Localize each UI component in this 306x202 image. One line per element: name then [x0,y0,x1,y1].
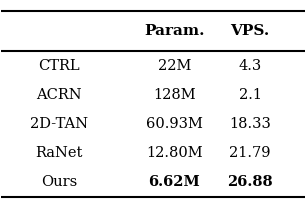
Text: 128M: 128M [153,88,196,102]
Text: 6.62M: 6.62M [148,175,200,189]
Text: Param.: Param. [144,24,204,38]
Text: 22M: 22M [158,59,191,73]
Text: Ours: Ours [41,175,77,189]
Text: 4.3: 4.3 [238,59,262,73]
Text: 12.80M: 12.80M [146,146,203,160]
Text: 18.33: 18.33 [229,117,271,131]
Text: 26.88: 26.88 [227,175,273,189]
Text: ACRN: ACRN [36,88,82,102]
Text: 2.1: 2.1 [239,88,262,102]
Text: RaNet: RaNet [35,146,83,160]
Text: 21.79: 21.79 [229,146,271,160]
Text: 2D-TAN: 2D-TAN [30,117,88,131]
Text: 60.93M: 60.93M [146,117,203,131]
Text: VPS.: VPS. [230,24,270,38]
Text: CTRL: CTRL [38,59,80,73]
